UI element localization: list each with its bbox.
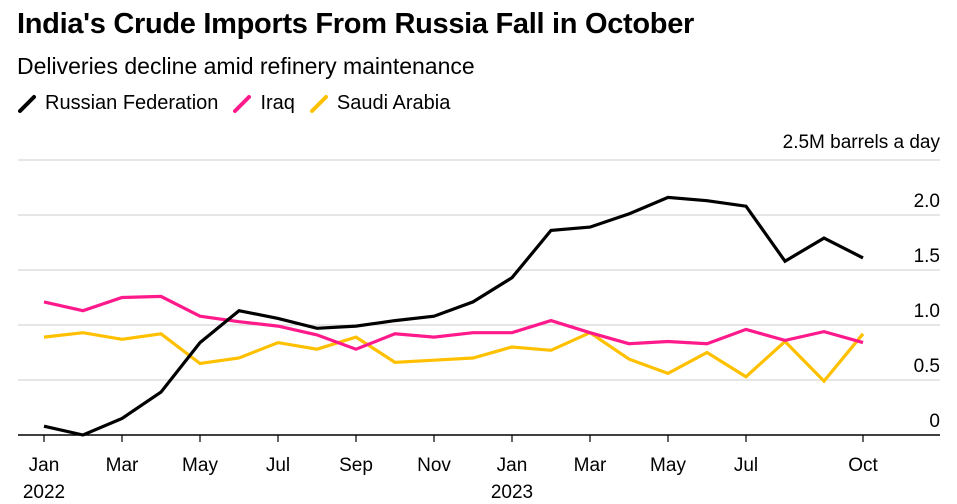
x-tick-label: Jul — [266, 455, 290, 476]
x-tick-label: May — [182, 455, 218, 476]
legend-label: Saudi Arabia — [336, 92, 451, 114]
x-tick-label: Jan — [29, 455, 60, 476]
x-year-label: 2022 — [23, 482, 65, 503]
chart-legend: Russian Federation Iraq Saudi Arabia — [17, 92, 464, 115]
x-year-label: 2023 — [491, 482, 533, 503]
y-tick-label: 0.5 — [914, 356, 940, 377]
legend-item: Iraq — [232, 92, 295, 115]
series-line-russian-federation — [43, 195, 864, 437]
y-tick-label: 0 — [929, 411, 940, 432]
legend-item: Saudi Arabia — [309, 92, 450, 115]
series-line-iraq — [43, 294, 864, 351]
chart-title: India's Crude Imports From Russia Fall i… — [17, 8, 695, 40]
legend-swatch — [18, 94, 36, 113]
legend-item: Russian Federation — [17, 92, 218, 115]
x-tick-label: Oct — [848, 455, 878, 476]
legend-label: Iraq — [260, 92, 295, 114]
legend-swatch — [233, 94, 252, 113]
y-tick-label: 1.5 — [914, 246, 940, 267]
legend-swatch — [309, 94, 328, 113]
chart-subtitle: Deliveries decline amid refinery mainten… — [17, 53, 475, 79]
x-tick-label: May — [650, 455, 686, 476]
x-tick-label: Mar — [106, 455, 139, 476]
x-tick-label: Jul — [734, 455, 758, 476]
legend-label: Russian Federation — [45, 92, 219, 114]
x-tick-label: Mar — [574, 455, 607, 476]
x-tick-label: Jan — [497, 455, 528, 476]
x-tick-label: Sep — [339, 455, 373, 476]
y-tick-label: 2.0 — [914, 191, 940, 212]
series-line-saudi-arabia — [43, 330, 865, 384]
y-tick-label: 1.0 — [914, 301, 940, 322]
x-tick-label: Nov — [417, 455, 451, 476]
y-unit-label: 2.5M barrels a day — [783, 132, 941, 153]
